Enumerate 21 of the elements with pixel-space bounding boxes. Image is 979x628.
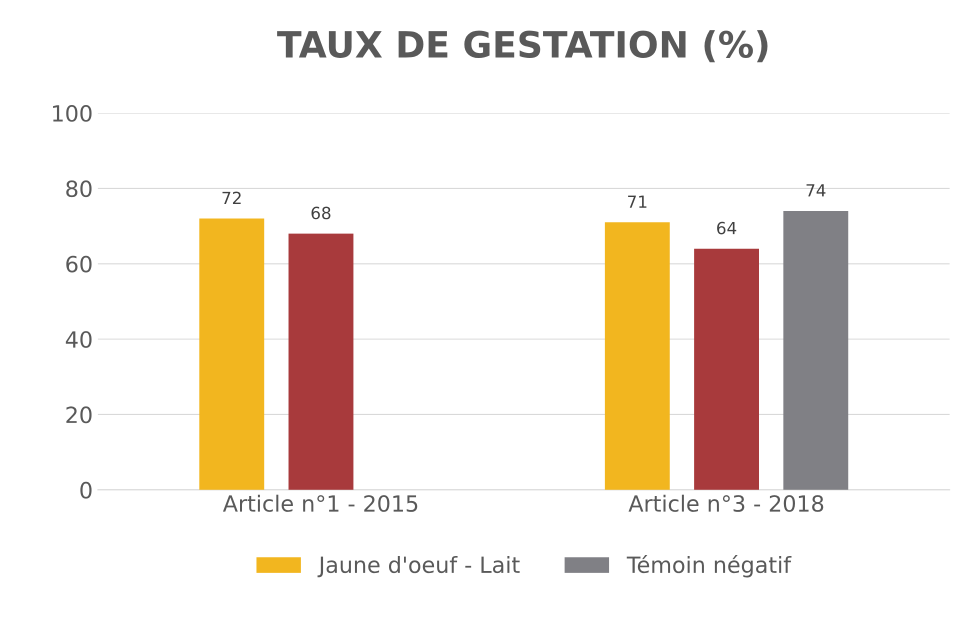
legend-label: Jaune d'oeuf - Lait [318,556,520,578]
y-tick-label: 80 [66,180,92,198]
y-tick-label: 0 [80,482,92,499]
bar [604,222,670,490]
chart-title: TAUX DE GESTATION (%) [277,30,768,62]
data-label: 72 [222,192,241,204]
y-tick-label: 60 [66,256,92,273]
x-tick-label: Article n°3 - 2018 [628,494,824,512]
y-tick-label: 100 [53,104,92,122]
legend-label: Témoin négatif [626,555,792,578]
data-label: 74 [806,184,826,196]
y-tick-label: 40 [66,331,92,348]
bar [199,218,264,490]
data-label: 64 [717,222,736,234]
data-label: 71 [628,196,646,208]
data-label: 68 [312,206,330,220]
y-tick-label: 20 [66,406,92,424]
x-tick-label: Article n°1 - 2015 [222,494,418,512]
bar [288,234,354,490]
bar [694,248,760,490]
bar [783,211,848,490]
